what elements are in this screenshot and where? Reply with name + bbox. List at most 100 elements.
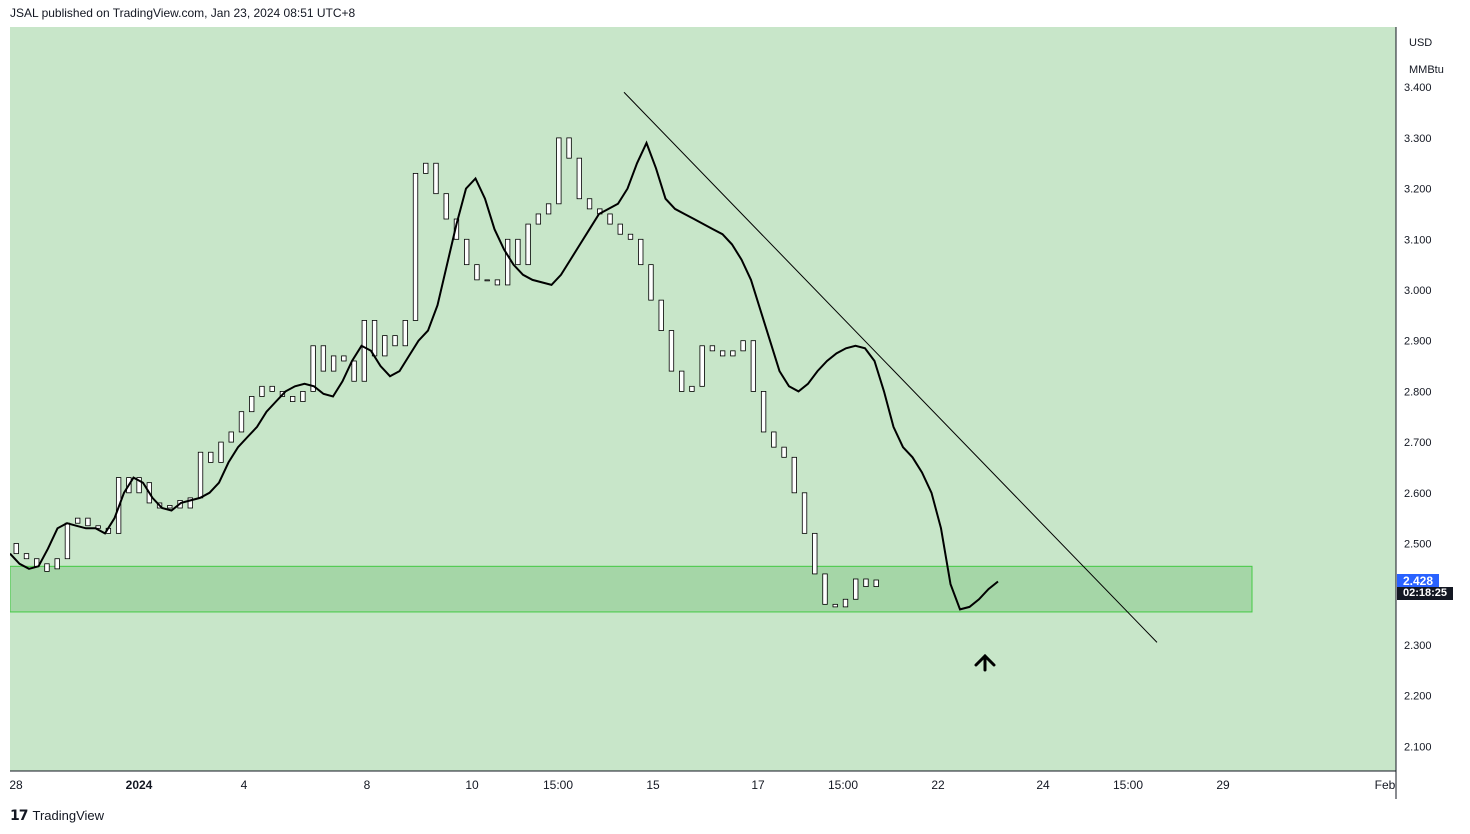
candle [627,233,634,240]
candle [290,396,296,402]
candle [853,578,859,600]
time-tick-label: 15:00 [543,778,573,792]
candle [873,579,879,587]
price-tick-label: 2.100 [1404,741,1432,753]
candle [464,238,470,266]
price-tick-label: 2.800 [1404,386,1432,398]
candle [85,517,91,527]
candle [812,532,818,575]
candle [658,299,664,331]
candle [566,137,572,159]
candle [330,355,337,372]
candle [371,320,378,357]
candle [617,223,623,235]
time-tick-label: 8 [364,778,371,792]
candle [576,157,582,200]
up-arrow-icon [974,653,996,672]
candle [167,505,173,509]
candle [484,279,490,282]
candle [730,350,736,357]
candle [13,543,19,555]
last-price-tag: 2.428 [1397,574,1439,589]
candle [556,137,562,205]
candle [586,198,593,210]
time-tick-label: 2024 [126,778,153,792]
candle [218,441,224,463]
trendline [623,91,1158,643]
candle [310,345,316,392]
candle [208,451,214,463]
candle [361,320,367,382]
candle [771,431,777,448]
candle [750,340,756,392]
price-tick-label: 3.300 [1404,133,1432,145]
price-tick-label: 3.400 [1404,82,1432,94]
candle [412,172,419,321]
candle [453,218,460,240]
time-tick-label: 22 [931,778,945,792]
price-curve [10,140,999,611]
candle [443,193,449,220]
currency-label[interactable]: USD MMBtu [1400,31,1456,81]
time-tick-label: 15 [646,778,660,792]
candle [474,264,480,281]
candle [259,385,265,397]
time-tick-label: 29 [1216,778,1230,792]
price-tick-label: 3.000 [1404,285,1432,297]
candle [525,223,531,266]
price-tick-label: 2.600 [1404,488,1432,500]
candle [760,390,767,433]
candle [238,411,245,433]
candle [668,330,675,372]
candle [23,553,30,560]
price-chart[interactable]: 3.400 3.300 3.200 3.100 3.000 2.900 2.800 2.700… [10,27,1460,799]
candle [515,238,521,266]
candle [740,340,746,352]
candle [402,320,408,347]
time-tick-label: 24 [1036,778,1050,792]
candle [842,598,849,608]
candle [249,396,255,413]
candle [648,264,654,301]
price-tick-label: 2.200 [1404,691,1432,703]
footer-brand[interactable]: 𝟭𝟳 TradingView [10,807,104,824]
candle [689,385,695,392]
candle [95,525,101,529]
support-zone [10,565,1253,613]
candle [228,431,234,443]
candle [320,345,327,372]
currency-unit: MMBtu [1409,64,1444,76]
candle [351,360,357,382]
price-tick-label: 2.900 [1404,336,1432,348]
time-tick-label: 17 [751,778,765,792]
candle [75,517,81,524]
candle [545,203,552,215]
footer-brand-label: TradingView [32,808,105,823]
candle [392,335,398,347]
candle [607,213,613,225]
candle [64,522,71,560]
time-axis[interactable]: 28 2024 4 8 10 15:00 15 17 15:00 22 24 15:00 29 Feb [10,778,1396,792]
price-axis[interactable]: 3.400 3.300 3.200 3.100 3.000 2.900 2.800 2.700… [1404,82,1432,753]
candle [197,451,204,499]
price-tick-label: 2.500 [1404,539,1432,551]
time-tick-label: Feb [1375,778,1396,792]
candle [801,492,808,534]
candle [863,578,869,587]
candle [136,477,142,494]
candle [504,238,511,286]
candle [832,603,838,608]
tradingview-logo-icon: 𝟭𝟳 [10,807,29,823]
candle [791,456,797,494]
chart-area[interactable]: 3.400 3.300 3.200 3.100 3.000 2.900 2.800 2.700… [10,27,1460,799]
price-tick-label: 3.100 [1404,234,1432,246]
candle [699,345,705,387]
time-tick-label: 10 [465,778,479,792]
candle [187,497,193,509]
time-tick-label: 15:00 [1113,778,1143,792]
candle [719,350,726,357]
bar-countdown: 02:18:25 [1397,587,1453,600]
time-tick-label: 4 [241,778,248,792]
candle [269,385,275,392]
price-tick-label: 3.200 [1404,184,1432,196]
